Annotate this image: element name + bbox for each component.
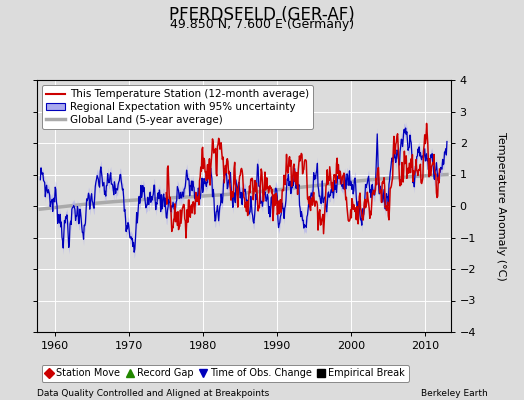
Legend: Station Move, Record Gap, Time of Obs. Change, Empirical Break: Station Move, Record Gap, Time of Obs. C… xyxy=(41,364,409,382)
Text: 49.850 N, 7.600 E (Germany): 49.850 N, 7.600 E (Germany) xyxy=(170,18,354,31)
Text: Berkeley Earth: Berkeley Earth xyxy=(421,389,487,398)
Text: Data Quality Controlled and Aligned at Breakpoints: Data Quality Controlled and Aligned at B… xyxy=(37,389,269,398)
Text: PFERDSFELD (GER-AF): PFERDSFELD (GER-AF) xyxy=(169,6,355,24)
Y-axis label: Temperature Anomaly (°C): Temperature Anomaly (°C) xyxy=(496,132,506,280)
